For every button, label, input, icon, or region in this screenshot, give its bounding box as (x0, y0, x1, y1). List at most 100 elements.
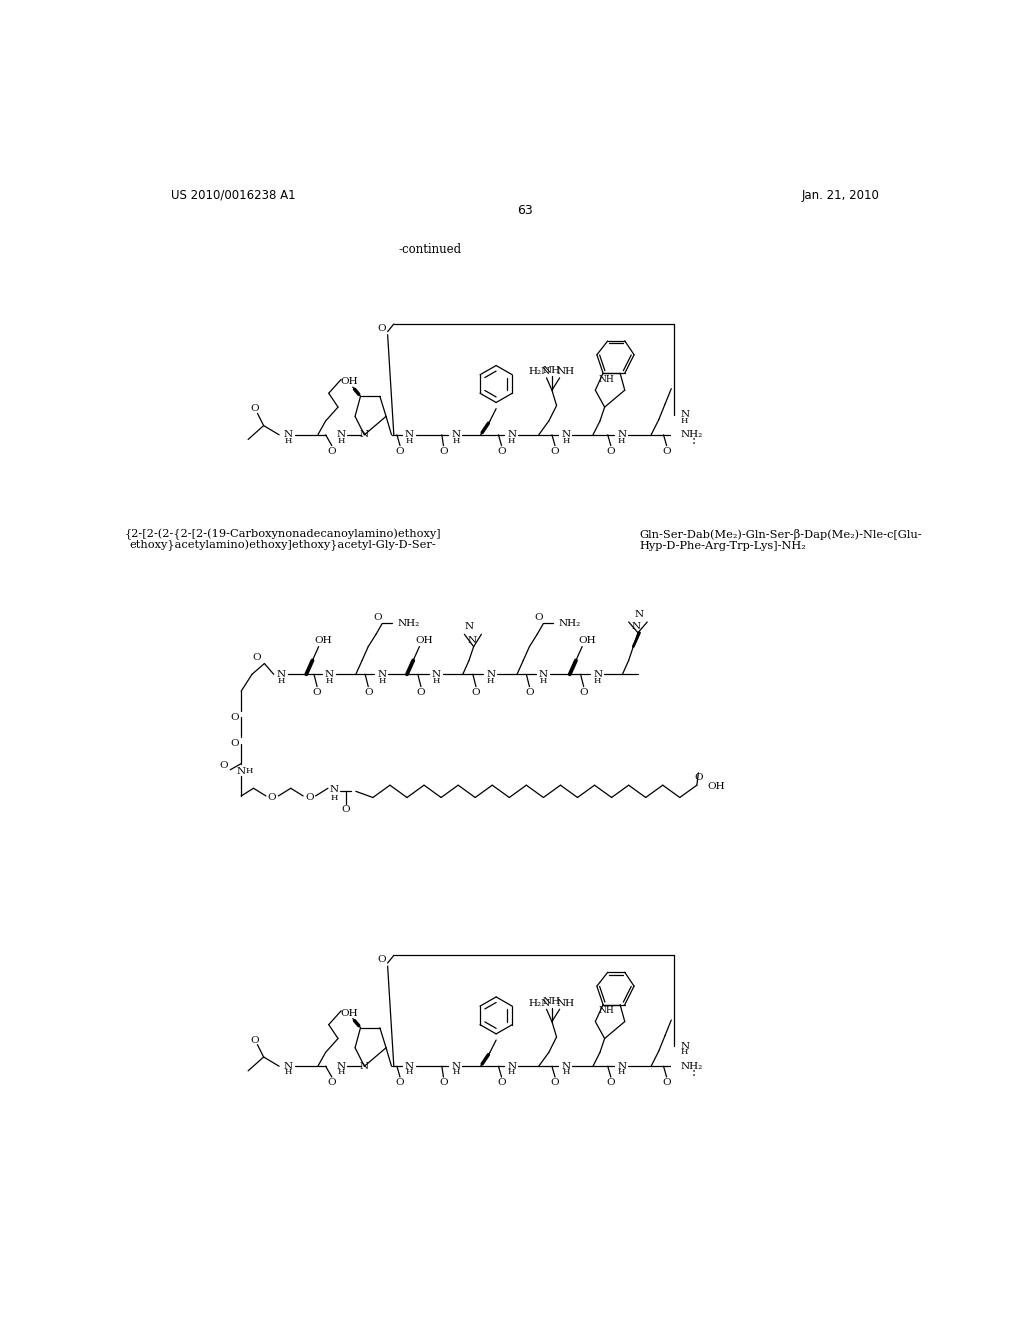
Text: H: H (562, 1068, 569, 1076)
Text: NH: NH (543, 997, 561, 1006)
Text: H: H (331, 793, 338, 801)
Text: OH: OH (340, 1008, 357, 1018)
Text: O: O (606, 1078, 615, 1086)
Text: O: O (305, 793, 313, 803)
Text: H: H (540, 677, 547, 685)
Text: O: O (551, 446, 559, 455)
Text: O: O (417, 688, 425, 697)
Text: H: H (618, 437, 626, 445)
Text: H: H (285, 437, 292, 445)
Text: O: O (498, 446, 506, 455)
Text: NH: NH (557, 999, 574, 1007)
Text: O: O (364, 688, 373, 697)
Text: H: H (338, 437, 345, 445)
Text: H: H (245, 767, 253, 775)
Text: N: N (359, 1061, 369, 1071)
Text: OH: OH (708, 783, 725, 791)
Text: Hyp-D-Phe-Arg-Trp-Lys]-NH₂: Hyp-D-Phe-Arg-Trp-Lys]-NH₂ (640, 541, 806, 550)
Text: H: H (278, 677, 285, 685)
Text: N: N (681, 1041, 690, 1051)
Text: US 2010/0016238 A1: US 2010/0016238 A1 (171, 189, 295, 202)
Text: OH: OH (578, 636, 596, 645)
Text: NH: NH (557, 367, 574, 376)
Text: O: O (377, 325, 386, 333)
Text: NH₂: NH₂ (397, 619, 420, 628)
Text: O: O (230, 739, 240, 748)
Text: O: O (439, 446, 447, 455)
Text: 63: 63 (517, 205, 532, 218)
Text: O: O (230, 713, 240, 722)
Text: H: H (487, 677, 495, 685)
Text: H: H (562, 437, 569, 445)
Text: H: H (406, 1068, 413, 1076)
Text: N: N (561, 430, 570, 440)
Text: OH: OH (416, 636, 433, 645)
Text: H: H (326, 677, 333, 685)
Text: H: H (508, 1068, 515, 1076)
Text: N: N (404, 430, 414, 440)
Text: H: H (681, 1048, 688, 1056)
Text: O: O (395, 1078, 404, 1086)
Text: N: N (593, 669, 602, 678)
Text: N: N (617, 1061, 627, 1071)
Text: N: N (632, 622, 641, 631)
Text: H: H (508, 437, 515, 445)
Text: H: H (453, 437, 460, 445)
Text: O: O (472, 688, 480, 697)
Text: ethoxy}acetylamino)ethoxy]ethoxy}acetyl-Gly-D-Ser-: ethoxy}acetylamino)ethoxy]ethoxy}acetyl-… (130, 540, 436, 552)
Text: H: H (406, 437, 413, 445)
Text: H: H (379, 677, 386, 685)
Text: N: N (330, 785, 339, 795)
Text: O: O (663, 1078, 671, 1086)
Text: N: N (452, 1061, 461, 1071)
Text: O: O (535, 612, 543, 622)
Text: N: N (561, 1061, 570, 1071)
Text: :: : (691, 434, 695, 447)
Text: N: N (359, 430, 369, 440)
Text: OH: OH (314, 636, 332, 645)
Text: O: O (606, 446, 615, 455)
Text: O: O (328, 446, 336, 455)
Text: N: N (617, 430, 627, 440)
Text: N: N (452, 430, 461, 440)
Text: O: O (439, 1078, 447, 1086)
Text: H: H (453, 1068, 460, 1076)
Text: N: N (284, 430, 293, 440)
Text: N: N (635, 610, 644, 619)
Text: O: O (312, 688, 322, 697)
Text: N: N (432, 669, 441, 678)
Text: O: O (341, 805, 350, 814)
Text: N: N (404, 1061, 414, 1071)
Text: N: N (378, 669, 387, 678)
Text: O: O (551, 1078, 559, 1086)
Text: H: H (681, 417, 688, 425)
Text: O: O (580, 688, 588, 697)
Text: H: H (285, 1068, 292, 1076)
Text: H₂N: H₂N (528, 999, 551, 1007)
Text: N: N (276, 669, 286, 678)
Text: N: N (539, 669, 548, 678)
Text: N: N (468, 636, 476, 645)
Text: N: N (465, 622, 473, 631)
Text: NH: NH (598, 1006, 614, 1015)
Text: Jan. 21, 2010: Jan. 21, 2010 (802, 189, 880, 202)
Text: O: O (377, 956, 386, 965)
Text: O: O (525, 688, 534, 697)
Text: N: N (284, 1061, 293, 1071)
Text: :: : (691, 1065, 695, 1078)
Text: NH: NH (598, 375, 614, 384)
Text: O: O (250, 1036, 259, 1044)
Text: O: O (663, 446, 671, 455)
Text: O: O (328, 1078, 336, 1086)
Text: N: N (337, 430, 346, 440)
Text: NH₂: NH₂ (681, 1061, 702, 1071)
Text: H: H (433, 677, 440, 685)
Text: N: N (681, 411, 690, 420)
Text: N: N (486, 669, 496, 678)
Text: NH₂: NH₂ (681, 430, 702, 440)
Text: N: N (507, 430, 516, 440)
Text: H₂N: H₂N (528, 367, 551, 376)
Text: N: N (337, 1061, 346, 1071)
Text: O: O (252, 653, 261, 661)
Text: {2-[2-(2-{2-[2-(19-Carboxynonadecanoylamino)ethoxy]: {2-[2-(2-{2-[2-(19-Carboxynonadecanoylam… (125, 528, 441, 540)
